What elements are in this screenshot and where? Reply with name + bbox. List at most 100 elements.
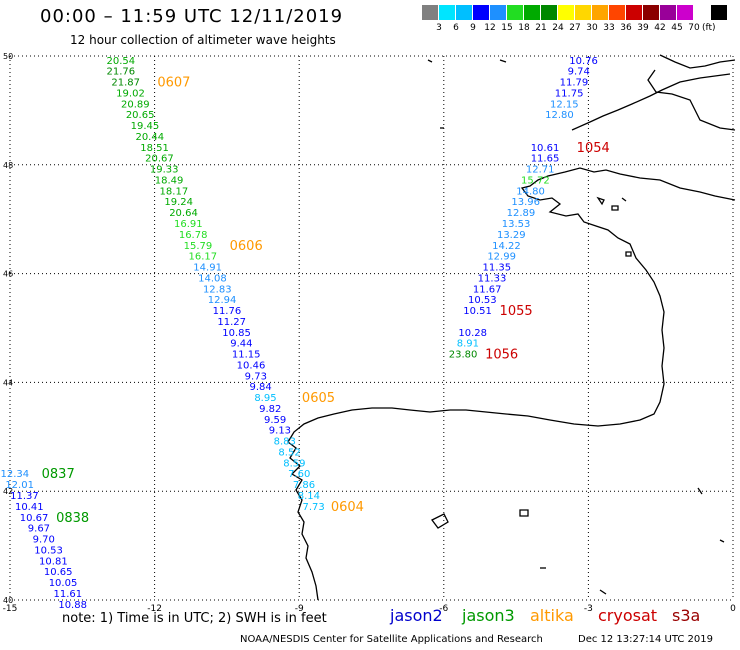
wave-height-value: 14.80	[516, 186, 545, 197]
wave-height-value: 16.17	[188, 252, 217, 263]
wave-height-value: 10.41	[15, 502, 44, 513]
colorbar-label: 18	[518, 23, 530, 33]
wave-height-value: 20.64	[169, 208, 198, 219]
colorbar-swatch	[541, 5, 558, 20]
wave-height-value: 10.53	[34, 545, 63, 556]
lon-tick-label: -12	[147, 604, 162, 614]
wave-height-value: 18.51	[140, 143, 169, 154]
colorbar-swatch	[473, 5, 490, 20]
wave-height-value: 8.52	[278, 447, 300, 458]
colorbar-label: 70	[688, 23, 700, 33]
wave-height-value: 8.59	[283, 458, 305, 469]
lon-tick-label: -9	[295, 604, 304, 614]
wave-height-value: 20.67	[145, 154, 174, 165]
colorbar-label: 27	[569, 23, 581, 33]
colorbar-swatch	[524, 5, 541, 20]
wave-height-value: 11.76	[213, 306, 242, 317]
lat-tick-label: 44	[3, 378, 13, 387]
lat-tick-label: 42	[3, 487, 13, 496]
wave-height-value: 8.14	[298, 491, 320, 502]
lon-tick-label: -15	[3, 604, 18, 614]
legend-jason2: jason2	[390, 606, 443, 625]
colorbar-swatch	[592, 5, 609, 20]
wave-height-value: 8.95	[254, 393, 276, 404]
pass-time-label: 1055	[500, 304, 533, 319]
wave-height-value: 8.91	[457, 339, 479, 350]
timestamp: Dec 12 13:27:14 UTC 2019	[578, 634, 713, 645]
colorbar-label: 30	[586, 23, 598, 33]
colorbar-swatch	[422, 5, 439, 20]
colorbar-swatch	[677, 5, 694, 20]
wave-height-value: 21.76	[107, 67, 136, 78]
wave-height-value: 11.67	[473, 284, 502, 295]
legend-s3a: s3a	[672, 606, 701, 625]
credit-line: NOAA/NESDIS Center for Satellite Applica…	[240, 634, 543, 645]
wave-height-value: 9.44	[230, 339, 252, 350]
pass-time-label: 0604	[331, 500, 364, 515]
wave-height-value: 12.71	[526, 165, 555, 176]
colorbar-unit: (ft)	[702, 23, 716, 33]
lat-tick-label: 50	[3, 52, 13, 61]
colorbar-label: 36	[620, 23, 632, 33]
colorbar-label: 45	[671, 23, 683, 33]
coastline	[287, 54, 736, 601]
wave-height-value: 14.22	[492, 241, 521, 252]
wave-height-value: 11.37	[10, 491, 39, 502]
wave-height-value: 19.45	[131, 121, 160, 132]
colorbar-swatch	[609, 5, 626, 20]
wave-height-value: 13.53	[502, 219, 531, 230]
wave-height-value: 11.27	[217, 317, 246, 328]
colorbar-swatch	[626, 5, 643, 20]
colorbar-swatch	[643, 5, 660, 20]
wave-height-value: 18.49	[155, 175, 184, 186]
lat-tick-label: 46	[3, 270, 13, 279]
wave-height-value: 19.02	[116, 88, 145, 99]
map-axes: -15 -12 -9 -6 -3 0 50 48 46 44 42 40	[3, 52, 736, 614]
wave-height-value: 10.65	[44, 567, 73, 578]
wave-height-value: 10.67	[20, 513, 49, 524]
wave-height-value: 20.44	[135, 132, 164, 143]
wave-height-value: 10.28	[458, 328, 487, 339]
wave-height-value: 10.85	[222, 328, 251, 339]
wave-height-value: 7.86	[293, 480, 315, 491]
wave-height-value: 19.24	[164, 197, 193, 208]
lat-tick-label: 48	[3, 161, 13, 170]
wave-height-value: 12.80	[545, 110, 574, 121]
colorbar-label: 39	[637, 23, 649, 33]
colorbar-label: 42	[654, 23, 666, 33]
wave-height-value: 16.91	[174, 219, 203, 230]
map-subtitle: 12 hour collection of altimeter wave hei…	[70, 33, 336, 47]
wave-height-value: 9.74	[568, 67, 590, 78]
wave-height-value: 10.61	[531, 143, 560, 154]
colorbar-swatch	[439, 5, 456, 20]
colorbar-swatch	[694, 5, 711, 20]
colorbar-swatch	[456, 5, 473, 20]
footer-note: note: 1) Time is in UTC; 2) SWH is in fe…	[62, 611, 327, 626]
lon-tick-label: 0	[730, 604, 736, 614]
wave-height-value: 15.72	[521, 175, 550, 186]
wave-height-value: 10.05	[49, 578, 78, 589]
pass-time-label: 1054	[577, 141, 610, 156]
wave-height-value: 20.54	[107, 56, 136, 67]
colorbar-label: 24	[552, 23, 564, 33]
wave-height-value: 12.94	[208, 295, 237, 306]
wave-height-value: 9.13	[269, 426, 291, 437]
wave-height-value: 10.46	[237, 360, 266, 371]
wave-height-value: 18.17	[160, 186, 189, 197]
legend-cryosat: cryosat	[598, 606, 658, 625]
wave-height-value: 20.65	[126, 110, 155, 121]
wave-height-value: 10.51	[463, 306, 492, 317]
wave-height-value: 11.33	[478, 273, 507, 284]
wave-height-value: 11.65	[531, 154, 560, 165]
wave-height-value: 12.01	[5, 480, 34, 491]
colorbar-label: 21	[535, 23, 547, 33]
colorbar-label: 9	[470, 23, 476, 33]
altimeter-tracks: 20.5421.7621.8719.0220.8920.6519.4520.44…	[0, 56, 609, 611]
wave-height-value: 12.89	[507, 208, 536, 219]
wave-height-value: 23.80	[449, 350, 478, 361]
wave-height-value: 12.15	[550, 99, 579, 110]
map-title: 00:00 – 11:59 UTC 12/11/2019	[40, 6, 344, 27]
wave-height-value: 14.08	[198, 273, 227, 284]
wave-height-value: 14.91	[193, 263, 222, 274]
wave-height-value: 11.35	[482, 263, 511, 274]
